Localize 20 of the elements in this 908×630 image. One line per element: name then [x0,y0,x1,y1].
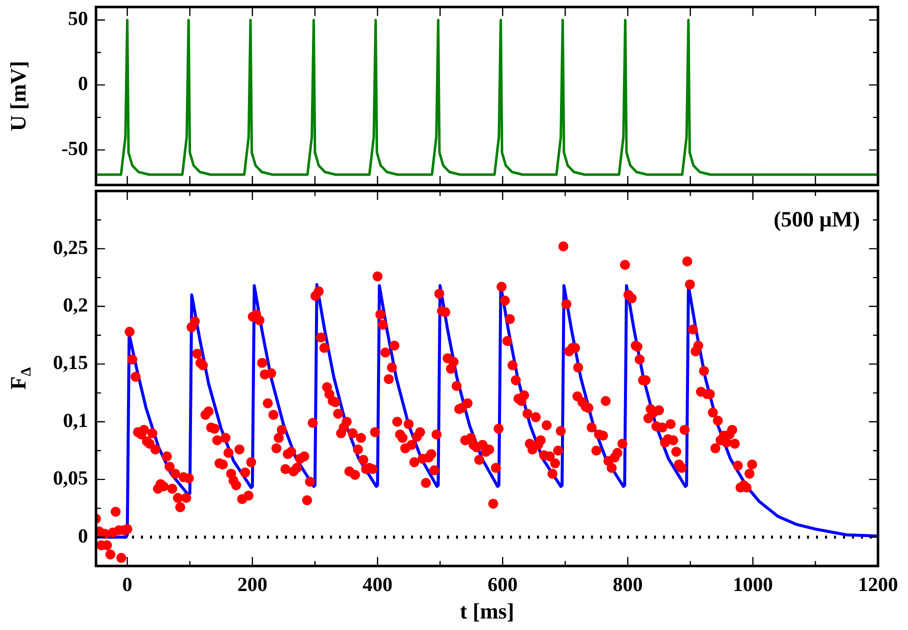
x-axis-title: t [ms] [460,598,514,624]
y-tick-label: 0,1 [63,410,88,432]
y-tick-label: -50 [61,138,88,160]
y-axis-title: U [mV] [6,60,31,132]
y-tick-label: 0,2 [63,294,88,317]
x-tick-label: 0 [122,574,132,596]
y-axis-title: FΔ [6,367,34,390]
y-tick-label: 0 [78,525,88,548]
y-tick-label: 50 [68,8,88,30]
y-tick-label: 0,15 [53,352,88,374]
x-tick-label: 800 [612,574,643,596]
y-tick-label: 0 [78,73,88,96]
y-tick-label: 0,05 [53,468,88,490]
x-tick-label: 400 [362,574,393,596]
x-tick-label: 200 [237,574,268,596]
x-tick-label: 600 [488,574,518,596]
x-tick-label: 1200 [858,574,898,596]
x-tick-label: 1000 [732,574,773,596]
y-tick-label: 0,25 [53,236,88,259]
annotation: (500 μM) [774,206,860,232]
